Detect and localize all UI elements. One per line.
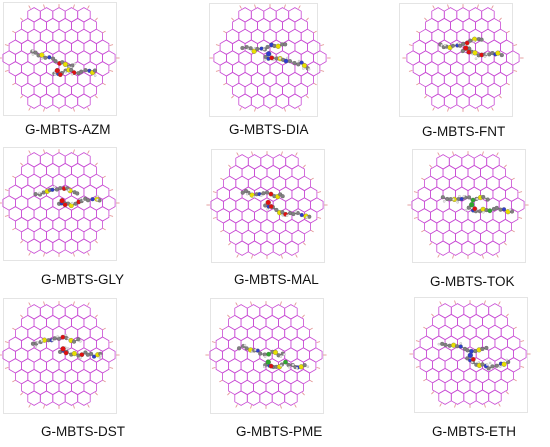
graphene-lattice — [0, 301, 120, 409]
panel-caption: G-MBTS-GLY — [41, 272, 125, 287]
panel-g-mbts-tok: G-MBTS-TOK — [370, 147, 550, 295]
molecule-structure-icon — [237, 343, 310, 370]
molecule-structure-icon — [437, 341, 511, 371]
panel-caption: G-MBTS-AZM — [25, 122, 111, 137]
panel-g-mbts-mal: G-MBTS-MAL — [185, 147, 370, 295]
graphene-sheet-icon — [402, 4, 524, 112]
molecule-structure-icon — [30, 49, 98, 78]
graphene-sheet-icon — [205, 301, 327, 409]
graphene-lattice — [407, 151, 529, 259]
panel-caption: G-MBTS-PME — [236, 424, 323, 439]
molecule-structure-icon — [440, 194, 515, 215]
panel-g-mbts-azm: G-MBTS-AZM — [0, 0, 185, 147]
panel-frame — [210, 298, 324, 414]
molecule-structure-icon — [240, 188, 312, 219]
panel-caption: G-MBTS-TOK — [430, 274, 515, 289]
panel-caption: G-MBTS-MAL — [234, 272, 319, 287]
panel-g-mbts-pme: G-MBTS-PME — [185, 295, 370, 447]
graphene-sheet-icon — [407, 151, 529, 259]
graphene-sheet-icon — [0, 4, 120, 112]
panel-g-mbts-gly: G-MBTS-GLY — [0, 147, 185, 295]
panel-caption: G-MBTS-FNT — [422, 124, 506, 139]
panel-g-mbts-eth: G-MBTS-ETH — [370, 295, 550, 447]
panel-caption: G-MBTS-DIA — [229, 122, 309, 137]
panel-caption: G-MBTS-DST — [41, 424, 125, 439]
panel-g-mbts-fnt: G-MBTS-FNT — [370, 0, 550, 147]
graphene-lattice — [205, 301, 327, 409]
graphene-lattice — [0, 149, 120, 257]
graphene-lattice — [409, 300, 531, 408]
graphene-lattice — [402, 4, 524, 112]
molecule-structure-icon — [438, 36, 504, 60]
graphene-sheet-icon — [0, 149, 120, 257]
graphene-lattice — [0, 4, 120, 112]
graphene-sheet-icon — [206, 151, 328, 259]
panel-g-mbts-dia: G-MBTS-DIA — [185, 0, 370, 147]
molecule-structure-icon — [33, 185, 102, 209]
graphene-sheet-icon — [409, 300, 531, 408]
graphene-lattice — [206, 151, 328, 259]
panel-g-mbts-dst: G-MBTS-DST — [0, 295, 185, 447]
graphene-sheet-icon — [0, 301, 120, 409]
molecule-structure-icon — [240, 42, 311, 71]
panel-caption: G-MBTS-ETH — [432, 424, 516, 439]
graphene-sheet-icon — [209, 4, 331, 112]
molecule-structure-icon — [30, 333, 103, 360]
